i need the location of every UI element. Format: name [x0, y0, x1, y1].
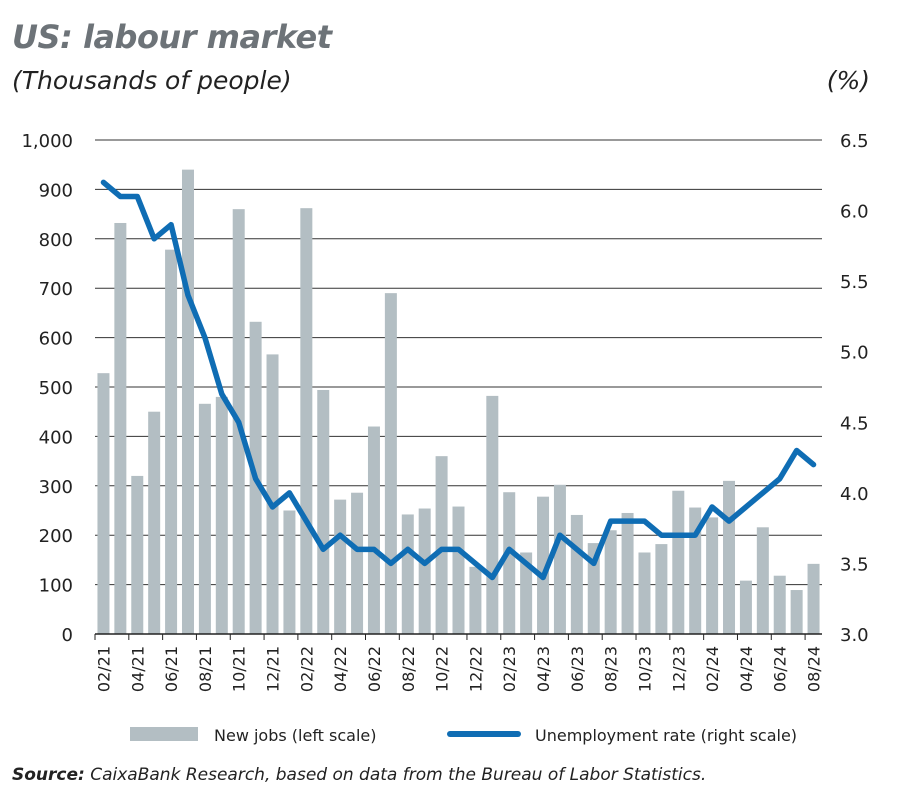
bar-06-21 — [165, 249, 178, 634]
legend: New jobs (left scale) Unemployment rate … — [130, 726, 797, 745]
bar-07-24 — [790, 590, 803, 634]
chart: 0 100 200 300 400 500 600 700 800 900 1,000 3.0 3.5… — [21, 131, 869, 745]
bar-04-22 — [334, 499, 347, 634]
chart-title: US: labour market — [12, 18, 332, 56]
bar-08-22 — [401, 514, 414, 634]
x-tick-label: 08/21 — [196, 646, 215, 692]
line-series — [100, 179, 817, 581]
bar-07-23 — [587, 543, 600, 634]
bar-05-21 — [148, 411, 161, 634]
x-tick-label: 10/22 — [433, 646, 452, 692]
right-tick-label: 3.5 — [840, 554, 869, 575]
bar-03-24 — [723, 480, 736, 634]
x-tick-label: 08/23 — [602, 646, 621, 692]
left-tick-label: 1,000 — [21, 131, 73, 152]
right-tick-label: 4.0 — [840, 484, 869, 505]
bar-10-22 — [435, 456, 448, 634]
bar-01-22 — [283, 510, 296, 634]
bar-03-22 — [317, 389, 330, 634]
bar-12-22 — [469, 566, 482, 634]
bar-09-21 — [215, 396, 228, 634]
right-tick-label: 3.0 — [840, 625, 869, 646]
left-tick-label: 700 — [39, 279, 73, 300]
bar-12-21 — [266, 354, 279, 634]
bar-10-23 — [638, 552, 651, 634]
source-label: Source: — [12, 765, 85, 785]
bar-02-24 — [706, 517, 719, 634]
x-tick-label: 04/24 — [737, 646, 756, 692]
bars — [97, 169, 820, 634]
bar-02-21 — [97, 373, 110, 634]
bar-05-23 — [553, 484, 566, 634]
bar-11-22 — [452, 506, 465, 634]
bar-09-23 — [621, 512, 634, 634]
bar-01-23 — [486, 395, 499, 634]
left-tick-label: 500 — [39, 378, 73, 399]
x-tick-label: 08/24 — [805, 646, 824, 692]
bar-03-23 — [520, 552, 533, 634]
x-tick-label: 12/21 — [264, 646, 283, 692]
left-tick-label: 0 — [62, 625, 73, 646]
bar-04-23 — [537, 496, 550, 634]
bar-11-23 — [655, 544, 668, 634]
left-tick-label: 100 — [39, 576, 73, 597]
x-tick-label: 06/22 — [365, 646, 384, 692]
bar-01-24 — [689, 507, 702, 634]
bar-05-24 — [756, 527, 769, 634]
left-tick-label: 800 — [39, 230, 73, 251]
x-tick-label: 04/22 — [331, 646, 350, 692]
x-tick-label: 10/21 — [230, 646, 249, 692]
x-tick-label: 02/24 — [703, 646, 722, 692]
bar-02-23 — [503, 492, 516, 634]
bar-08-24 — [807, 563, 820, 634]
bar-08-21 — [198, 403, 211, 634]
left-tick-label: 400 — [39, 427, 73, 448]
legend-line-label: Unemployment rate (right scale) — [535, 726, 797, 745]
left-axis: 0 100 200 300 400 500 600 700 800 900 1,000 — [21, 131, 73, 646]
x-tick-label: 06/23 — [568, 646, 587, 692]
bar-06-24 — [773, 575, 786, 634]
legend-bar-label: New jobs (left scale) — [214, 726, 377, 745]
x-tick-label: 12/23 — [669, 646, 688, 692]
bar-05-22 — [351, 492, 364, 634]
bar-06-23 — [570, 514, 583, 634]
right-tick-label: 6.0 — [840, 202, 869, 223]
x-tick-label: 02/23 — [500, 646, 519, 692]
bar-09-22 — [418, 508, 431, 634]
bar-04-24 — [739, 580, 752, 634]
left-axis-unit: (Thousands of people) — [12, 66, 292, 95]
bar-12-23 — [672, 490, 685, 634]
bar-06-22 — [367, 426, 380, 634]
right-tick-label: 5.5 — [840, 272, 869, 293]
left-tick-label: 900 — [39, 180, 73, 201]
x-tick-label: 06/24 — [771, 646, 790, 692]
x-axis: 02/21 04/21 06/21 08/21 10/21 12/21 02/22 04/22… — [94, 633, 824, 692]
bar-02-22 — [300, 208, 313, 634]
x-tick-label: 02/22 — [297, 646, 316, 692]
left-tick-label: 200 — [39, 526, 73, 547]
right-tick-label: 4.5 — [840, 413, 869, 434]
x-tick-label: 08/22 — [399, 646, 418, 692]
right-axis-unit: (%) — [826, 66, 870, 95]
x-tick-label: 02/21 — [94, 646, 113, 692]
left-tick-label: 300 — [39, 477, 73, 498]
bar-04-21 — [131, 475, 144, 634]
x-tick-label: 10/23 — [635, 646, 654, 692]
x-tick-label: 04/23 — [534, 646, 553, 692]
right-tick-label: 6.5 — [840, 131, 869, 152]
bar-03-21 — [114, 222, 127, 634]
right-tick-label: 5.0 — [840, 343, 869, 364]
left-tick-label: 600 — [39, 329, 73, 350]
x-tick-label: 06/21 — [162, 646, 181, 692]
bar-07-22 — [384, 293, 397, 634]
x-tick-label: 04/21 — [128, 646, 147, 692]
right-axis: 3.0 3.5 4.0 4.5 5.0 5.5 6.0 6.5 — [840, 131, 869, 646]
legend-bar-swatch — [130, 727, 198, 741]
bar-07-21 — [181, 169, 194, 634]
source-text: CaixaBank Research, based on data from t… — [90, 765, 707, 785]
bar-08-23 — [604, 530, 617, 634]
source-note: Source: CaixaBank Research, based on dat… — [12, 765, 706, 785]
x-tick-label: 12/22 — [466, 646, 485, 692]
